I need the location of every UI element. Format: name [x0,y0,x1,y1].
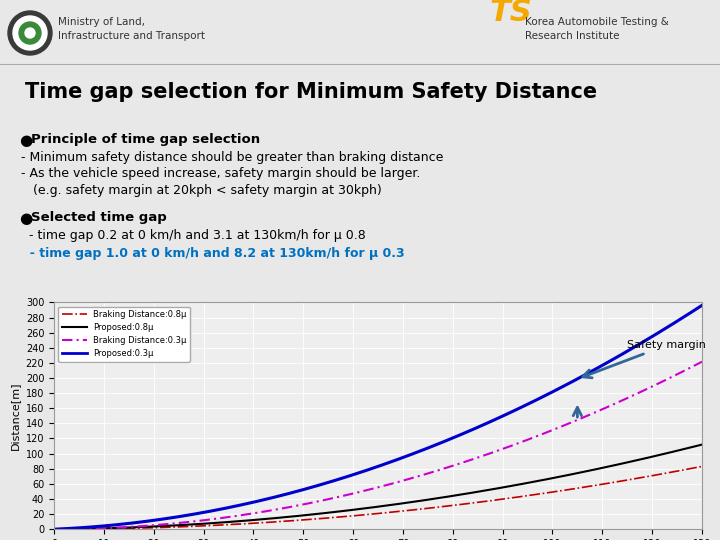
Braking Distance:0.3μ [400,477,409,483]
Text: Korea Automobile Testing &: Korea Automobile Testing & [525,17,669,27]
Braking Distance:0.8μ [436,504,444,510]
Text: Time gap selection for Minimum Safety Distance: Time gap selection for Minimum Safety Di… [24,83,597,103]
Braking Distance:0.8μ [400,508,409,514]
Text: Selected time gap: Selected time gap [32,211,167,224]
Proposed:0.3μ [357,469,366,475]
Text: TS: TS [490,0,533,27]
Proposed:0.3μ [581,372,590,378]
Text: - As the vehicle speed increase, safety margin should be larger.: - As the vehicle speed increase, safety … [22,167,420,180]
Braking Distance:0.8μ [698,463,706,470]
Text: Principle of time gap selection: Principle of time gap selection [32,133,261,146]
Legend: Braking Distance:0.8μ, Proposed:0.8μ, Braking Distance:0.3μ, Proposed:0.3μ: Braking Distance:0.8μ, Proposed:0.8μ, Br… [58,307,190,362]
Braking Distance:0.3μ [682,367,690,373]
Braking Distance:0.3μ [581,414,590,420]
Proposed:0.3μ [682,312,690,319]
Proposed:0.3μ [400,454,409,460]
Text: ●: ● [19,211,32,226]
Text: Research Institute: Research Institute [525,31,619,41]
Text: Safety margin: Safety margin [583,340,706,378]
Line: Braking Distance:0.3μ: Braking Distance:0.3μ [54,362,702,529]
Braking Distance:0.8μ [357,512,366,518]
Proposed:0.3μ [698,302,706,308]
Text: (e.g. safety margin at 20kph < safety margin at 30kph): (e.g. safety margin at 20kph < safety ma… [22,184,382,197]
Braking Distance:0.8μ [361,511,370,518]
Proposed:0.8μ [357,505,366,512]
Braking Distance:0.3μ [50,526,58,532]
Text: - time gap 0.2 at 0 km/h and 3.1 at 130km/h for μ 0.8: - time gap 0.2 at 0 km/h and 3.1 at 130k… [22,229,366,242]
Circle shape [13,16,47,50]
Proposed:0.8μ [436,495,444,501]
Proposed:0.8μ [581,468,590,475]
Braking Distance:0.8μ [50,526,58,532]
Proposed:0.3μ [436,440,444,447]
Circle shape [8,11,52,55]
Proposed:0.8μ [50,526,58,532]
Braking Distance:0.3μ [357,488,366,495]
Braking Distance:0.8μ [581,484,590,490]
Proposed:0.3μ [361,467,370,474]
Braking Distance:0.8μ [682,466,690,472]
Text: Ministry of Land,: Ministry of Land, [58,17,145,27]
Text: - time gap 1.0 at 0 km/h and 8.2 at 130km/h for μ 0.3: - time gap 1.0 at 0 km/h and 8.2 at 130k… [22,247,405,260]
Y-axis label: Distance[m]: Distance[m] [10,382,20,450]
Braking Distance:0.3μ [698,359,706,365]
Braking Distance:0.3μ [436,467,444,473]
Proposed:0.3μ [50,526,58,532]
Text: ●: ● [19,133,32,147]
Line: Braking Distance:0.8μ: Braking Distance:0.8μ [54,467,702,529]
Circle shape [25,28,35,38]
Proposed:0.8μ [682,445,690,451]
Text: - Minimum safety distance should be greater than braking distance: - Minimum safety distance should be grea… [22,151,444,164]
Proposed:0.8μ [698,441,706,448]
Line: Proposed:0.3μ: Proposed:0.3μ [54,305,702,529]
Proposed:0.8μ [361,505,370,511]
Circle shape [19,22,41,44]
Line: Proposed:0.8μ: Proposed:0.8μ [54,444,702,529]
Braking Distance:0.3μ [361,487,370,494]
Proposed:0.8μ [400,500,409,507]
Text: Infrastructure and Transport: Infrastructure and Transport [58,31,205,41]
